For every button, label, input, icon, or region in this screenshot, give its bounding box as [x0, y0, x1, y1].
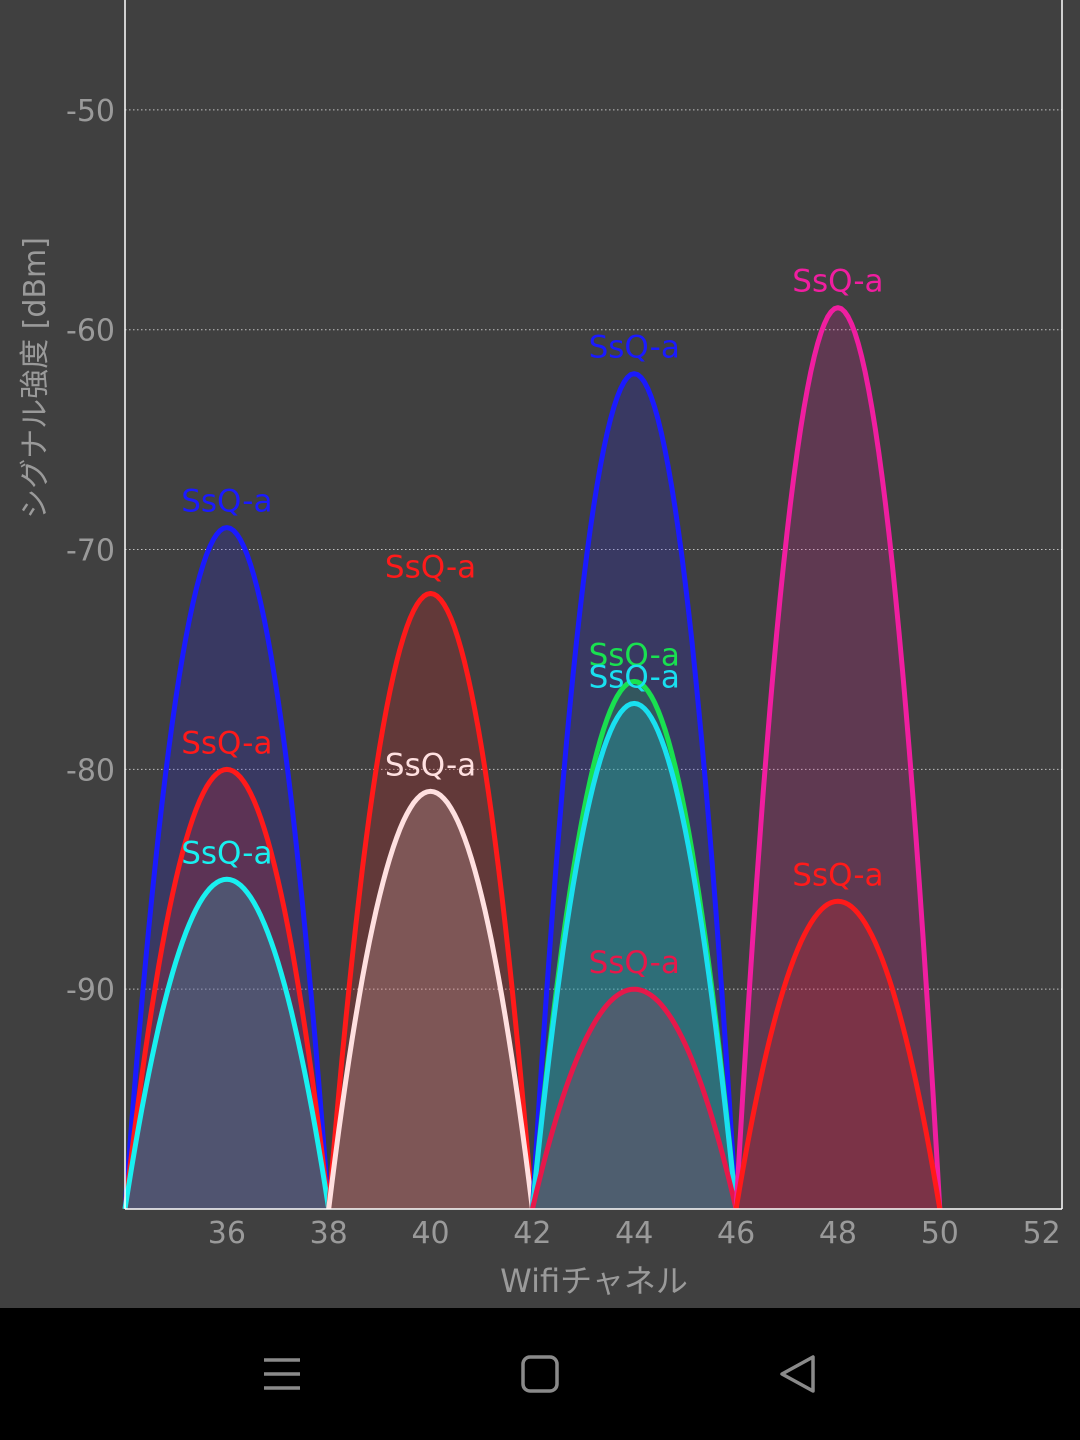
series-line [122, 876, 332, 1210]
menu-button[interactable] [247, 1342, 317, 1406]
x-tick-label: 48 [819, 1216, 857, 1251]
series-label: SsQ-a [181, 835, 272, 871]
navigation-bar [0, 1308, 1080, 1440]
back-icon [780, 1355, 815, 1393]
x-tick-label: 46 [717, 1216, 755, 1251]
y-tick-label: -60 [66, 314, 115, 349]
chart-svg: SsQ-aSsQ-aSsQ-aSsQ-aSsQ-aSsQ-aSsQ-aSsQ-a… [18, 0, 1063, 1300]
series-label: SsQ-a [792, 264, 883, 300]
series-line [733, 305, 943, 1210]
y-axis-title: シグナル強度 [dBm] [18, 237, 53, 519]
y-tick-label: -50 [66, 94, 115, 129]
series-line [326, 788, 535, 1210]
series-line [529, 371, 739, 1210]
x-tick-label: 40 [411, 1216, 449, 1251]
x-tick-label: 52 [1023, 1216, 1061, 1251]
series-line [733, 898, 943, 1210]
series-label: SsQ-a [589, 659, 680, 695]
x-tick-label: 38 [310, 1216, 348, 1251]
x-tick-label: 36 [208, 1216, 246, 1251]
y-tick-label: -70 [66, 534, 115, 569]
series-line [122, 766, 332, 1210]
series-label: SsQ-a [385, 747, 476, 783]
series-line [326, 591, 535, 1210]
y-tick-label: -80 [66, 753, 115, 788]
y-tick-label: -90 [66, 973, 115, 1008]
x-tick-label: 50 [921, 1216, 959, 1251]
series-label: SsQ-a [589, 330, 680, 366]
home-button[interactable] [505, 1342, 575, 1406]
menu-icon [264, 1358, 300, 1390]
back-button[interactable] [763, 1342, 833, 1406]
label-layer: SsQ-aSsQ-aSsQ-aSsQ-aSsQ-aSsQ-aSsQ-aSsQ-a… [181, 264, 883, 981]
series-label: SsQ-a [181, 484, 272, 520]
x-tick-label: 42 [513, 1216, 551, 1251]
series-line [122, 525, 332, 1210]
x-tick-label: 44 [615, 1216, 653, 1251]
series-label: SsQ-a [589, 637, 680, 673]
series-label: SsQ-a [792, 857, 883, 893]
axis-layer [124, 0, 1063, 1210]
home-icon [521, 1355, 559, 1393]
tick-layer: -50 -60 -70 -80 -90 36 38 40 42 44 46 48 50 52 [66, 94, 1061, 1251]
series-line [529, 700, 739, 1210]
series-label: SsQ-a [385, 550, 476, 586]
series-label: SsQ-a [181, 725, 272, 761]
wifi-channel-chart: SsQ-a SsQ-a SsQ-a SsQ-a SsQ-a SsQ-a SsQ-a SsQ-a… [18, 0, 1063, 1300]
series-line [529, 986, 739, 1210]
series-label: SsQ-a [589, 945, 680, 981]
grid-layer [125, 109, 1062, 990]
x-axis-title: Wifiチャネル [500, 1262, 688, 1300]
line-layer [122, 305, 943, 1210]
